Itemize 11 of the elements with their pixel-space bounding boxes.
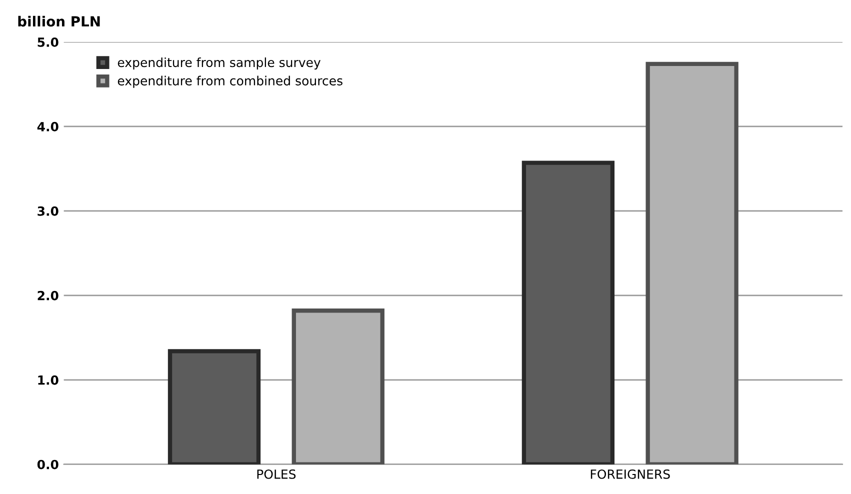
y-tick-label: 3.0 [38, 206, 58, 216]
y-tick-label: 0.0 [37, 460, 58, 470]
legend-label: expenditure from combined sources [118, 76, 342, 88]
y-tick-label: 5.0 [38, 37, 58, 47]
y-axis-title: billion PLN [18, 16, 100, 27]
x-tick-label: FOREIGNERS [590, 469, 670, 479]
y-tick-label: 4.0 [37, 122, 58, 132]
y-tick-label: 1.0 [38, 375, 58, 385]
x-tick-label: POLES [257, 469, 296, 479]
legend-label: expenditure from sample survey [118, 57, 321, 70]
y-tick-label: 2.0 [38, 290, 58, 300]
